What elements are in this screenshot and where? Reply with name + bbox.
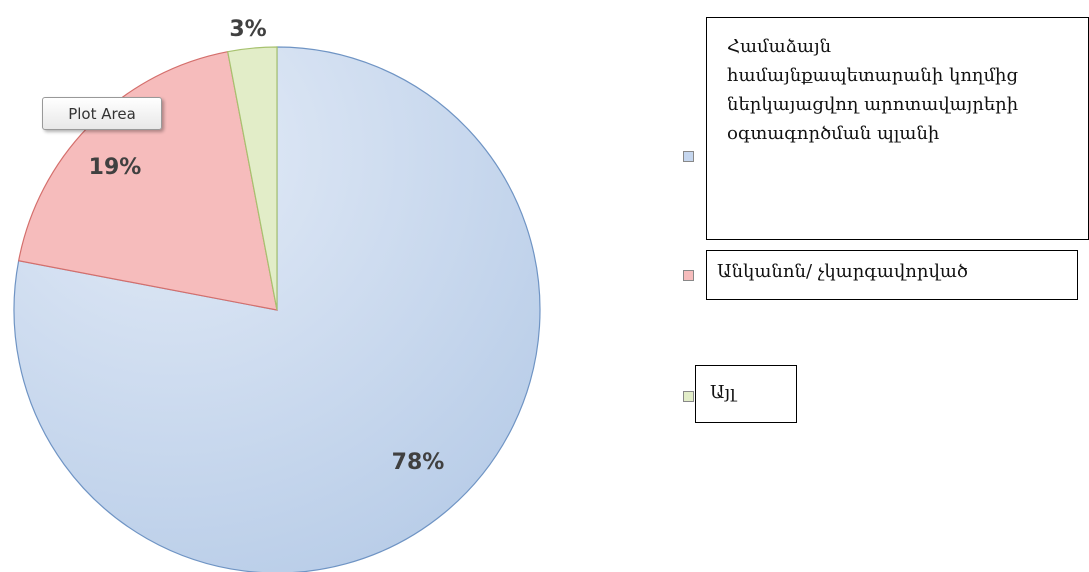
legend-marker [683,151,694,162]
legend-entry: Համաձայն համայնքապետարանի կողմից ներկայա… [706,17,1089,240]
data-label: 3% [229,17,266,42]
data-label: 78% [392,450,445,475]
legend-text: Այլ [710,382,736,403]
data-label: 19% [89,155,142,180]
legend-text: Անկանոն/ չկարգավորված [717,261,968,282]
tooltip: Plot Area [42,97,162,130]
pie [13,46,541,572]
legend-text: Համաձայն համայնքապետարանի կողմից ներկայա… [727,36,1019,144]
legend-entry: Այլ [695,365,797,423]
legend-entry: Անկանոն/ չկարգավորված [706,250,1078,300]
legend-marker [683,270,694,281]
pie-slice [227,46,278,311]
legend-marker [683,391,694,402]
